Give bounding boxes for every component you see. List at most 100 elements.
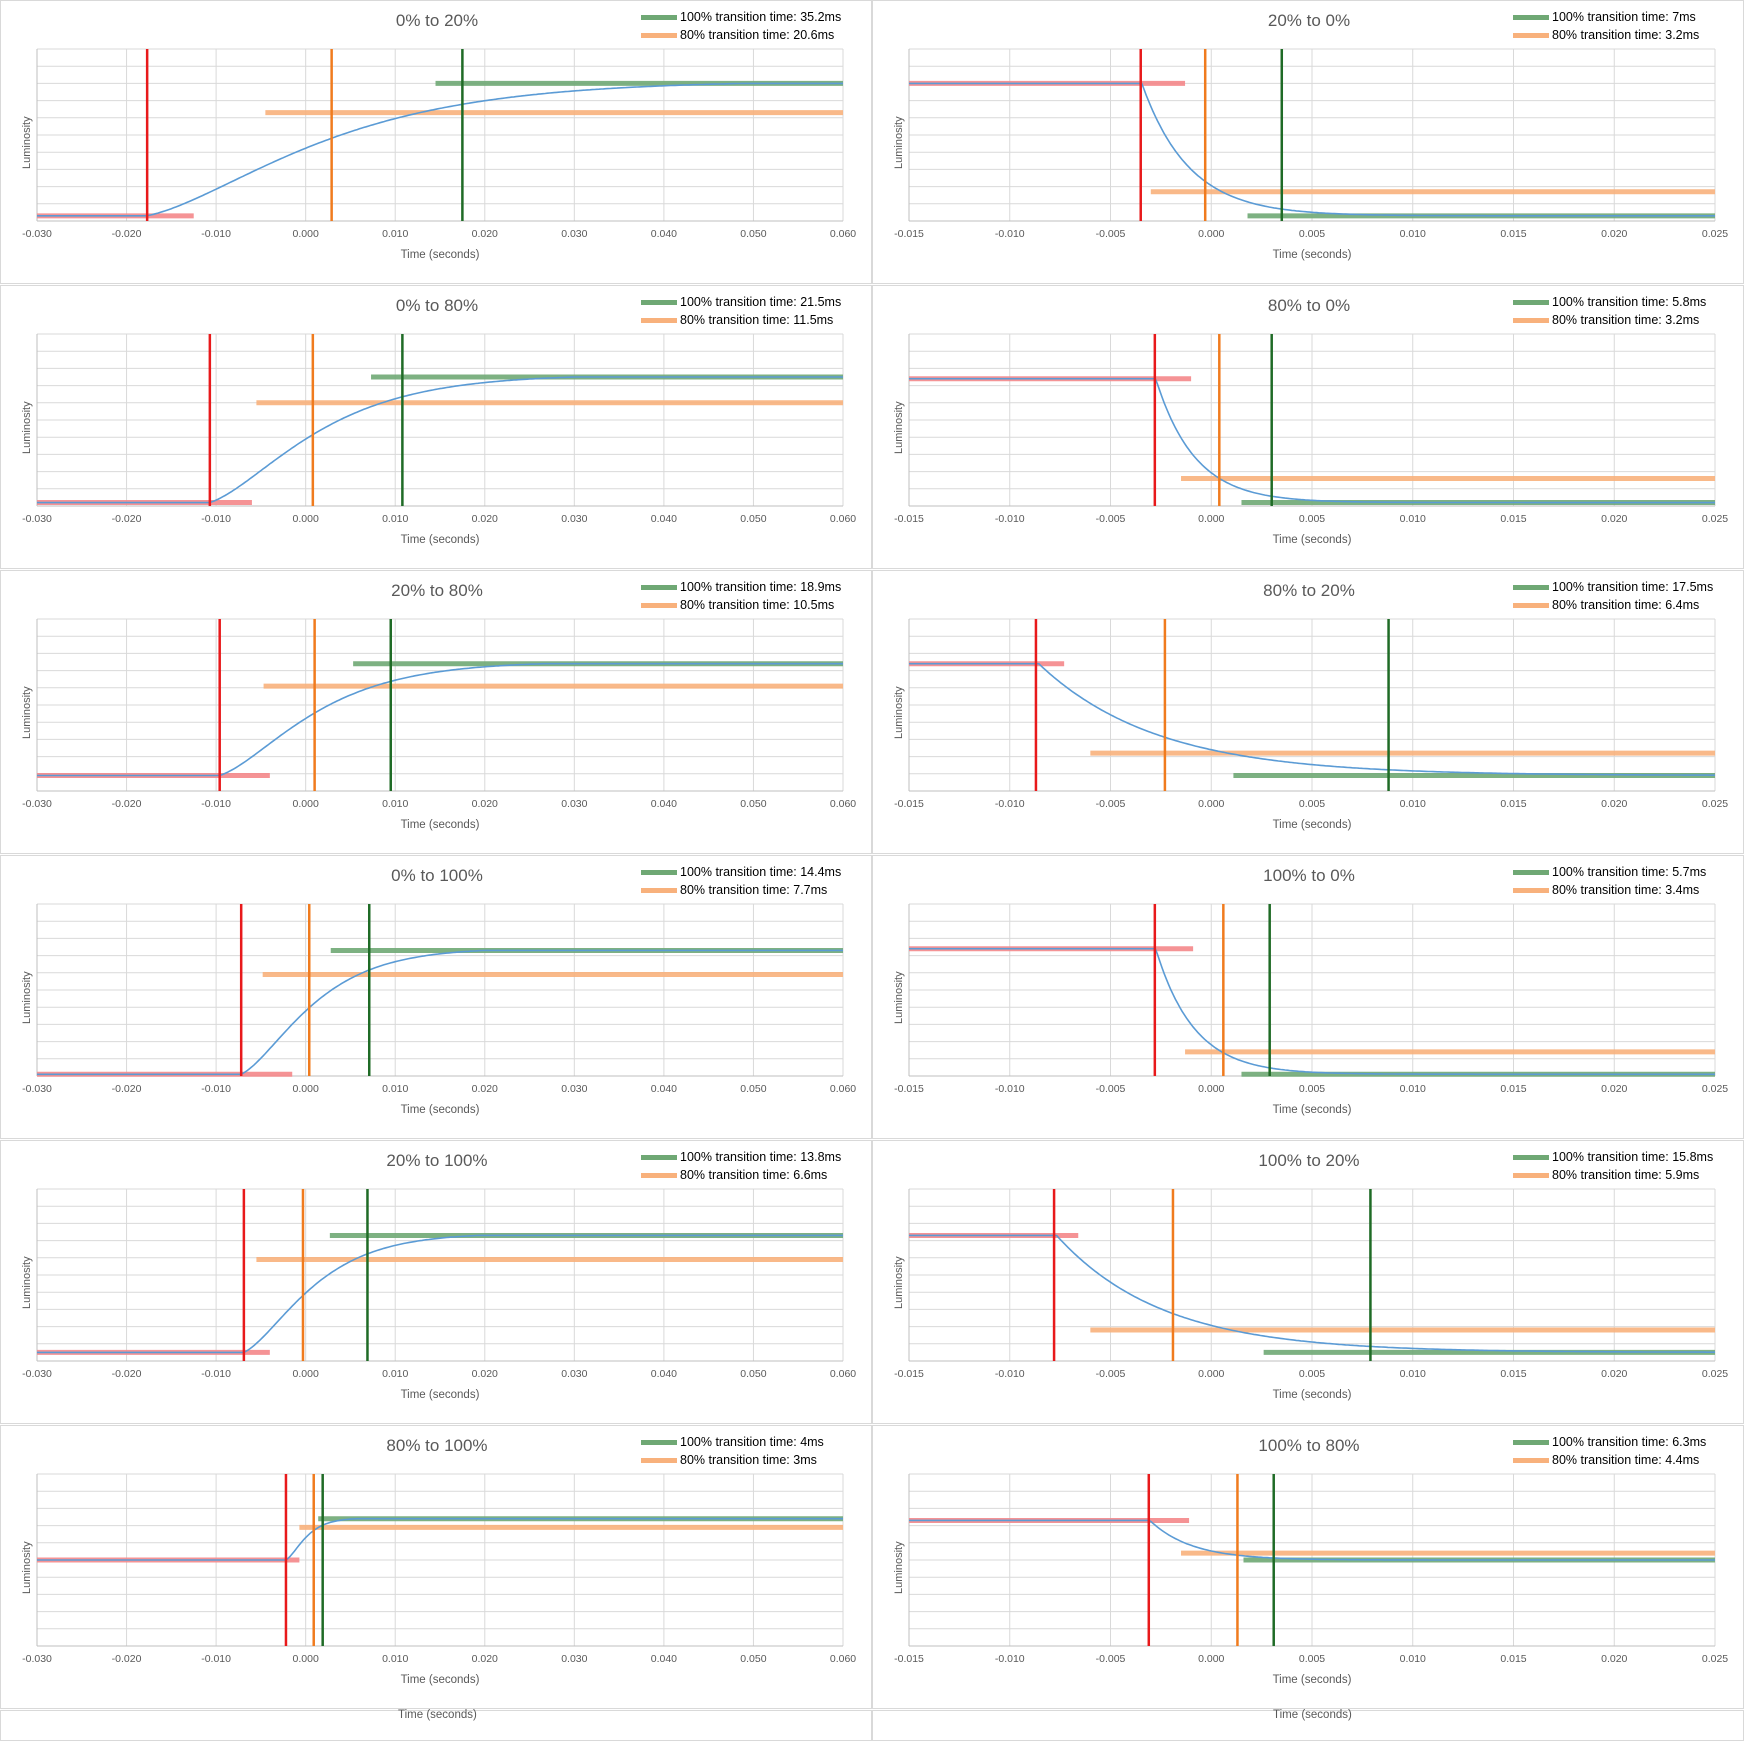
x-tick-label: -0.015 [894,1368,924,1380]
legend-swatch-full [1513,1154,1549,1160]
legend-entry-eighty: 80% transition time: 6.6ms [641,1166,841,1184]
legend-entry-full: 100% transition time: 35.2ms [641,8,841,26]
legend-entry-eighty: 80% transition time: 3ms [641,1451,824,1469]
x-tick-label: -0.010 [995,513,1025,525]
plot-svg: -0.015 -0.010 -0.005 0.000 0.005 0.010 0.015 0.… [894,618,1728,810]
luminosity-curve [909,662,1715,776]
x-tick-label: 0.020 [472,1083,498,1095]
x-tick-label: 0.005 [1299,1653,1325,1665]
x-tick-label: 0.025 [1702,1083,1728,1095]
x-tick-label: 0.040 [651,513,677,525]
legend-entry-eighty: 80% transition time: 7.7ms [641,881,841,899]
legend-swatch-eighty [641,317,677,323]
chart-legend: 100% transition time: 35.2ms 80% transiti… [641,8,841,44]
x-tick-label: 0.000 [1198,798,1224,810]
x-tick-label: 0.020 [1601,798,1627,810]
x-tick-label: -0.005 [1096,1653,1126,1665]
chart-panel: 100% to 80% 100% transition time: 6.3ms 80… [872,1425,1744,1709]
legend-label-full: 100% transition time: 21.5ms [680,295,842,309]
plot-svg: -0.030 -0.020 -0.010 0.000 0.010 0.020 0.030 0.… [22,903,856,1095]
x-tick-label: 0.000 [293,1653,319,1665]
x-tick-label: 0.015 [1500,513,1526,525]
x-tick-label: -0.030 [22,228,52,240]
legend-swatch-full [1513,14,1549,20]
luminosity-curve [909,377,1715,504]
plot-svg: -0.015 -0.010 -0.005 0.000 0.005 0.010 0.015 0.… [894,48,1728,240]
x-axis-label: Time (seconds) [400,1104,480,1116]
x-axis-label: Time (seconds) [400,249,480,261]
x-tick-label: 0.060 [830,513,856,525]
luminosity-curve [37,662,843,777]
legend-label-eighty: 80% transition time: 6.6ms [680,1168,828,1182]
y-axis-label: Luminosity [21,1541,33,1594]
legend-entry-full: 100% transition time: 18.9ms [641,578,841,596]
chart-legend: 100% transition time: 5.7ms 80% transitio… [1513,863,1706,899]
legend-swatch-eighty [641,32,677,38]
x-tick-label: 0.060 [830,798,856,810]
x-tick-label: 0.010 [1400,798,1426,810]
x-tick-label: -0.010 [201,1368,231,1380]
x-tick-label: -0.020 [112,1083,142,1095]
legend-swatch-eighty [641,1172,677,1178]
x-tick-label: 0.020 [472,1653,498,1665]
x-tick-label: 0.050 [740,1653,766,1665]
x-tick-label: -0.010 [995,1368,1025,1380]
x-axis-label: Time (seconds) [400,1389,480,1401]
luminosity-curve [37,376,843,504]
x-tick-label: -0.010 [201,1083,231,1095]
luminosity-curve [909,1234,1715,1353]
legend-swatch-full [1513,1439,1549,1445]
chart-title: 0% to 80% [395,296,479,315]
chart-panel: 100% to 0% 100% transition time: 5.7ms 80%… [872,855,1744,1139]
legend-label-eighty: 80% transition time: 3.4ms [1552,883,1700,897]
legend-entry-full: 100% transition time: 14.4ms [641,863,841,881]
chart-title: 20% to 0% [1267,11,1351,30]
x-tick-label: 0.020 [1601,513,1627,525]
x-axis-label: Time (seconds) [1272,819,1352,831]
plot-svg: -0.015 -0.010 -0.005 0.000 0.005 0.010 0.015 0.… [894,333,1728,525]
chart-title: 0% to 100% [391,866,483,885]
x-tick-label: 0.015 [1500,1368,1526,1380]
legend-entry-eighty: 80% transition time: 11.5ms [641,311,841,329]
legend-label-full: 100% transition time: 35.2ms [680,10,842,24]
x-tick-label: 0.010 [1400,513,1426,525]
x-axis-label: Time (seconds) [1272,1674,1352,1686]
x-tick-label: 0.000 [293,798,319,810]
x-tick-label: 0.010 [1400,228,1426,240]
legend-swatch-eighty [1513,317,1549,323]
x-tick-label: 0.040 [651,798,677,810]
x-tick-label: -0.030 [22,1368,52,1380]
legend-swatch-full [641,584,677,590]
x-tick-label: 0.050 [740,513,766,525]
x-tick-label: 0.005 [1299,798,1325,810]
x-tick-label: -0.030 [22,798,52,810]
x-tick-label: 0.060 [830,1653,856,1665]
chart-legend: 100% transition time: 21.5ms 80% transiti… [641,293,841,329]
x-tick-label: 0.010 [1400,1368,1426,1380]
legend-swatch-eighty [1513,887,1549,893]
x-tick-label: -0.020 [112,1368,142,1380]
x-tick-label: -0.020 [112,513,142,525]
x-axis-label: Time (seconds) [1272,1104,1352,1116]
x-tick-label: 0.015 [1500,798,1526,810]
x-tick-label: 0.015 [1500,228,1526,240]
y-axis-label: Luminosity [893,116,905,169]
y-axis-label: Luminosity [21,401,33,454]
x-tick-label: 0.025 [1702,798,1728,810]
legend-swatch-eighty [641,887,677,893]
x-tick-label: -0.030 [22,1653,52,1665]
x-tick-label: 0.010 [1400,1083,1426,1095]
x-tick-label: 0.025 [1702,1368,1728,1380]
legend-label-full: 100% transition time: 13.8ms [680,1150,842,1164]
chart-legend: 100% transition time: 15.8ms 80% transiti… [1513,1148,1713,1184]
y-axis-label: Luminosity [893,401,905,454]
x-axis-label: Time (seconds) [400,1674,480,1686]
chart-legend: 100% transition time: 13.8ms 80% transiti… [641,1148,841,1184]
legend-entry-eighty: 80% transition time: 3.2ms [1513,311,1706,329]
x-tick-label: -0.020 [112,798,142,810]
luminosity-curve [37,1517,843,1561]
legend-entry-eighty: 80% transition time: 6.4ms [1513,596,1713,614]
legend-swatch-full [641,14,677,20]
x-tick-label: 0.050 [740,798,766,810]
chart-legend: 100% transition time: 18.9ms 80% transiti… [641,578,841,614]
